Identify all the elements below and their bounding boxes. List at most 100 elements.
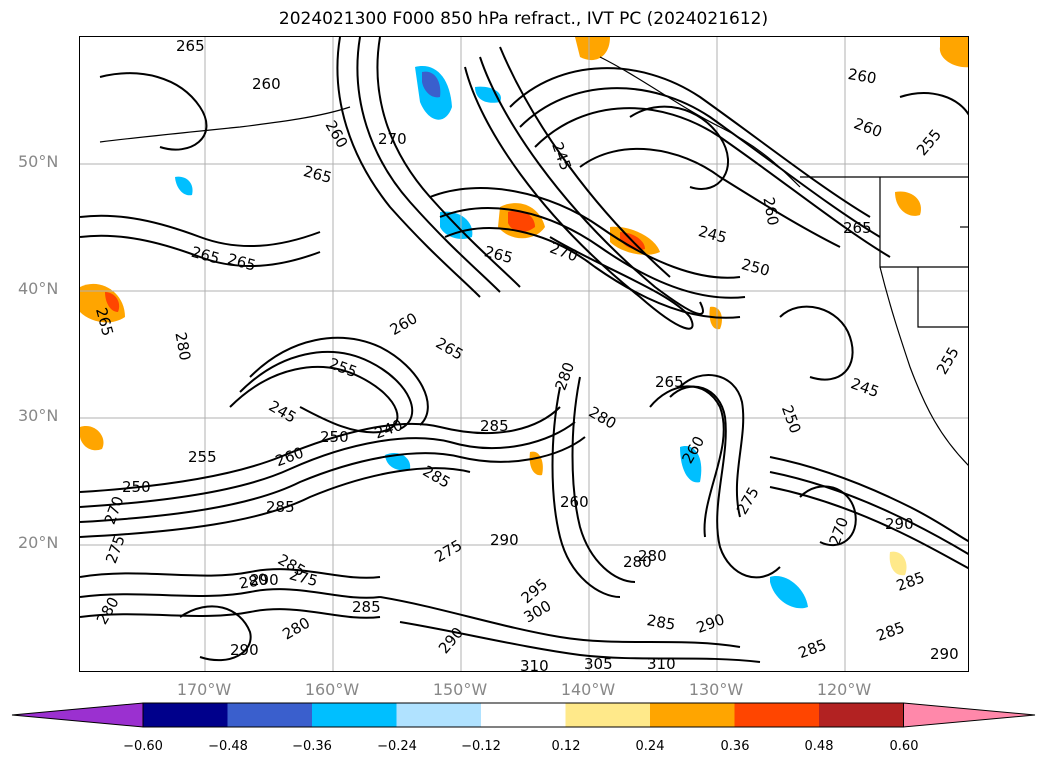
shade-positive bbox=[80, 426, 104, 451]
colorbar-bin bbox=[396, 703, 482, 727]
contour-label: 255 bbox=[933, 344, 963, 378]
colorbar-tick-label: −0.36 bbox=[292, 739, 332, 754]
contour-label: 280 bbox=[551, 360, 578, 393]
map-title: 2024021300 F000 850 hPa refract., IVT PC… bbox=[278, 9, 769, 29]
contour-label: 255 bbox=[326, 354, 359, 381]
contour-label: 265 bbox=[482, 242, 514, 267]
contour-label: 285 bbox=[874, 618, 907, 645]
contour-label: 280 bbox=[586, 403, 620, 433]
colorbar-tick-label: 0.60 bbox=[889, 739, 919, 754]
contour-label: 280 bbox=[279, 614, 313, 644]
colorbar-tick-label: −0.48 bbox=[208, 739, 248, 754]
contour-label: 285 bbox=[420, 462, 454, 492]
contour-label: 275 bbox=[431, 536, 465, 566]
contour-label: 245 bbox=[266, 397, 300, 427]
contour-label: 305 bbox=[584, 655, 613, 672]
contour-label: 270 bbox=[547, 239, 580, 266]
colorbar-bin bbox=[312, 703, 397, 727]
contour-label: 265 bbox=[301, 162, 333, 187]
colorbar-bin bbox=[734, 703, 820, 727]
contour-label: 285 bbox=[480, 417, 509, 435]
map-panel: 265 260 260 270 265 245 260 260 255 265 … bbox=[79, 36, 969, 672]
contour-label: 275 bbox=[287, 565, 319, 590]
shade-positive bbox=[889, 551, 907, 576]
lon-label-140w: 140°W bbox=[560, 680, 616, 699]
contour-label: 250 bbox=[122, 478, 151, 496]
contour-label: 310 bbox=[647, 655, 676, 672]
contour-label: 265 bbox=[655, 373, 684, 391]
contour-label: 290 bbox=[885, 515, 914, 533]
contour-label: 265 bbox=[176, 37, 205, 55]
contour-label: 270 bbox=[101, 494, 128, 527]
contour-label: 285 bbox=[352, 598, 381, 616]
lat-label-20n: 20°N bbox=[18, 533, 59, 552]
contour-label: 290 bbox=[930, 645, 959, 663]
shade-positive bbox=[575, 37, 610, 61]
shade-positive-core bbox=[508, 210, 535, 232]
colorbar-tick-label: 0.36 bbox=[720, 739, 750, 754]
contour-label: 260 bbox=[851, 114, 884, 141]
colorbar-bin bbox=[565, 703, 651, 727]
contour-label: 260 bbox=[560, 493, 589, 511]
map-canvas: 265 260 260 270 265 245 260 260 255 265 … bbox=[80, 37, 968, 672]
shade-negative bbox=[385, 452, 411, 471]
contour-label: 310 bbox=[520, 657, 549, 672]
colorbar-bin bbox=[650, 703, 735, 727]
shade-positive bbox=[939, 37, 968, 68]
anomaly-shading bbox=[80, 37, 968, 609]
contour-label: 280 bbox=[93, 594, 123, 628]
colorbar-bin bbox=[227, 703, 313, 727]
lon-label-150w: 150°W bbox=[432, 680, 488, 699]
colorbar-tick-label: 0.48 bbox=[804, 739, 834, 754]
shade-negative bbox=[175, 176, 193, 196]
gridlines bbox=[80, 37, 968, 671]
contour-label: 285 bbox=[796, 635, 829, 662]
shade-positive bbox=[895, 191, 921, 216]
contour-label: 270 bbox=[378, 130, 407, 148]
contour-label: 270 bbox=[825, 515, 852, 548]
lon-label-170w: 170°W bbox=[176, 680, 232, 699]
colorbar-bin bbox=[819, 703, 904, 727]
colorbar-extend-high bbox=[903, 702, 1036, 728]
contour-label: 260 bbox=[387, 309, 421, 339]
contour-labels: 265 260 260 270 265 245 260 260 255 265 … bbox=[92, 37, 963, 672]
lon-label-160w: 160°W bbox=[304, 680, 360, 699]
lat-label-30n: 30°N bbox=[18, 406, 59, 425]
shade-positive bbox=[80, 283, 125, 323]
colorbar-tick-label: −0.60 bbox=[123, 739, 163, 754]
colorbar-extend-low bbox=[11, 702, 144, 728]
contour-label: 260 bbox=[759, 196, 782, 227]
contour-label: 265 bbox=[843, 219, 872, 237]
colorbar-tick-label: −0.12 bbox=[461, 739, 501, 754]
colorbar-bin bbox=[481, 703, 566, 727]
colorbar-swatches bbox=[11, 702, 1036, 728]
contour-label: 280 bbox=[238, 570, 269, 593]
contour-label: 250 bbox=[739, 255, 771, 280]
contour-label: 290 bbox=[694, 610, 727, 637]
contour-label: 260 bbox=[847, 65, 878, 88]
lon-label-120w: 120°W bbox=[816, 680, 872, 699]
contour-label: 265 bbox=[225, 250, 257, 275]
contour-label: 260 bbox=[273, 443, 306, 470]
contour-label: 290 bbox=[250, 571, 279, 589]
colorbar-tick-label: 0.24 bbox=[635, 739, 665, 754]
lon-label-130w: 130°W bbox=[688, 680, 744, 699]
contour-label: 245 bbox=[696, 222, 728, 247]
colorbar-outline bbox=[142, 702, 904, 728]
contour-label: 290 bbox=[490, 531, 519, 549]
contour-label: 275 bbox=[102, 533, 129, 566]
shade-negative bbox=[680, 446, 702, 483]
shade-positive bbox=[529, 451, 543, 476]
contour-label: 265 bbox=[189, 243, 221, 268]
contour-label: 255 bbox=[188, 448, 217, 466]
lat-label-50n: 50°N bbox=[18, 152, 59, 171]
lat-label-40n: 40°N bbox=[18, 279, 59, 298]
contour-label: 260 bbox=[252, 75, 281, 93]
contour-label: 250 bbox=[778, 403, 805, 436]
contour-label: 255 bbox=[913, 126, 945, 160]
colorbar bbox=[11, 702, 1036, 728]
contour-label: 245 bbox=[548, 140, 575, 173]
contour-label: 280 bbox=[623, 553, 652, 571]
colorbar-tick-label: 0.12 bbox=[551, 739, 581, 754]
shade-negative bbox=[770, 576, 808, 609]
